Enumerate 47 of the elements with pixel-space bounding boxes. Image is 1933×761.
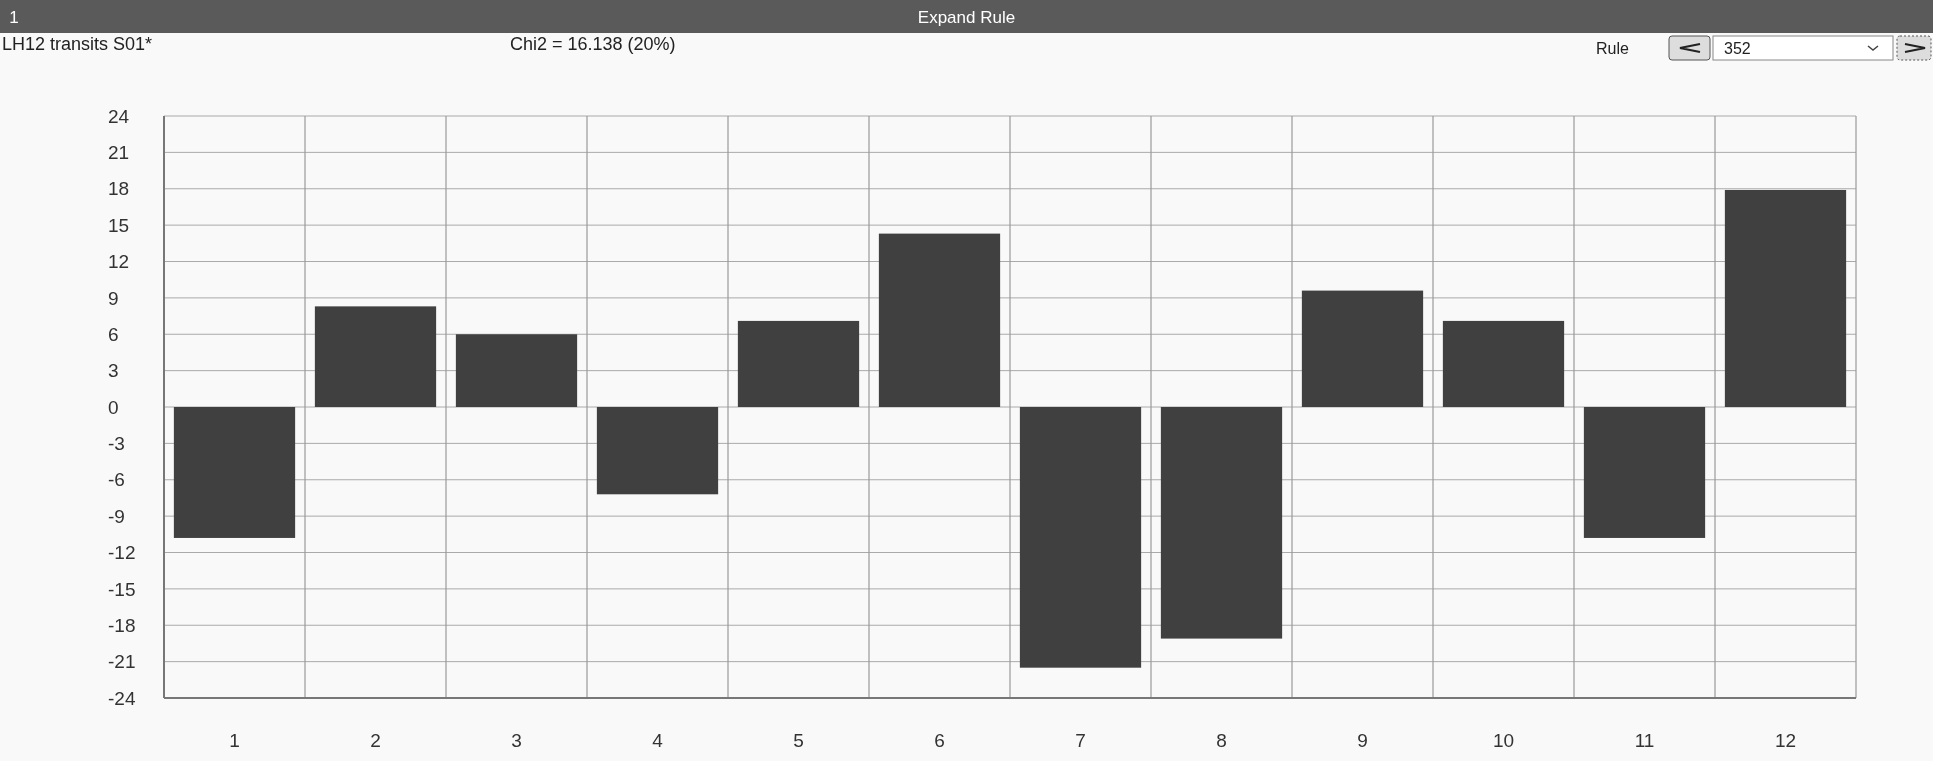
x-tick-label: 10	[1492, 730, 1515, 751]
y-tick-label: -12	[108, 542, 136, 564]
bar	[1301, 290, 1424, 407]
y-tick-label: -6	[108, 469, 125, 491]
text: 1	[9, 8, 19, 27]
x-tick-label: 3	[511, 730, 522, 751]
y-tick-label: 3	[108, 360, 119, 382]
bar	[455, 334, 578, 407]
y-tick-label: 12	[108, 251, 130, 273]
y-tick-label: -9	[108, 505, 125, 527]
chart-subtitle: Chi2 = 16.138 (20%)	[510, 34, 676, 54]
bar	[596, 407, 719, 495]
y-tick-label: 6	[108, 323, 119, 345]
x-tick-label: 9	[1357, 730, 1368, 751]
y-tick-label: 0	[108, 396, 119, 418]
x-tick-label: 11	[1634, 730, 1655, 751]
y-tick-label: 9	[108, 287, 119, 309]
bar	[878, 233, 1001, 407]
x-tick-label: 1	[229, 730, 240, 751]
bar	[1724, 189, 1847, 407]
x-tick-label: 5	[793, 730, 804, 751]
y-tick-label: 21	[108, 142, 130, 164]
y-tick-label: 18	[108, 178, 130, 200]
bar	[173, 407, 296, 538]
chart-title: LH12 transits S01*	[2, 34, 153, 54]
x-tick-label: 7	[1075, 730, 1086, 751]
bar	[1442, 320, 1565, 407]
y-tick-label: -18	[108, 614, 136, 636]
y-tick-label: 24	[108, 105, 130, 127]
x-tick-label: 2	[370, 730, 381, 751]
bar	[1583, 407, 1706, 538]
x-tick-label: 8	[1216, 730, 1227, 751]
y-tick-label: 15	[108, 214, 130, 236]
y-tick-label: -21	[108, 651, 136, 673]
y-tick-label: -3	[108, 433, 125, 455]
bar	[1160, 407, 1283, 639]
bar	[1019, 407, 1142, 668]
bar	[314, 306, 437, 407]
x-tick-label: 12	[1774, 730, 1797, 751]
text: Rule	[1596, 40, 1630, 57]
bar	[737, 320, 860, 407]
y-tick-label: -24	[108, 687, 136, 709]
x-tick-label: 6	[934, 730, 945, 751]
y-tick-label: -15	[108, 578, 136, 600]
text: Expand Rule	[917, 8, 1016, 27]
x-tick-label: 4	[652, 730, 664, 751]
text: 352	[1724, 40, 1751, 57]
